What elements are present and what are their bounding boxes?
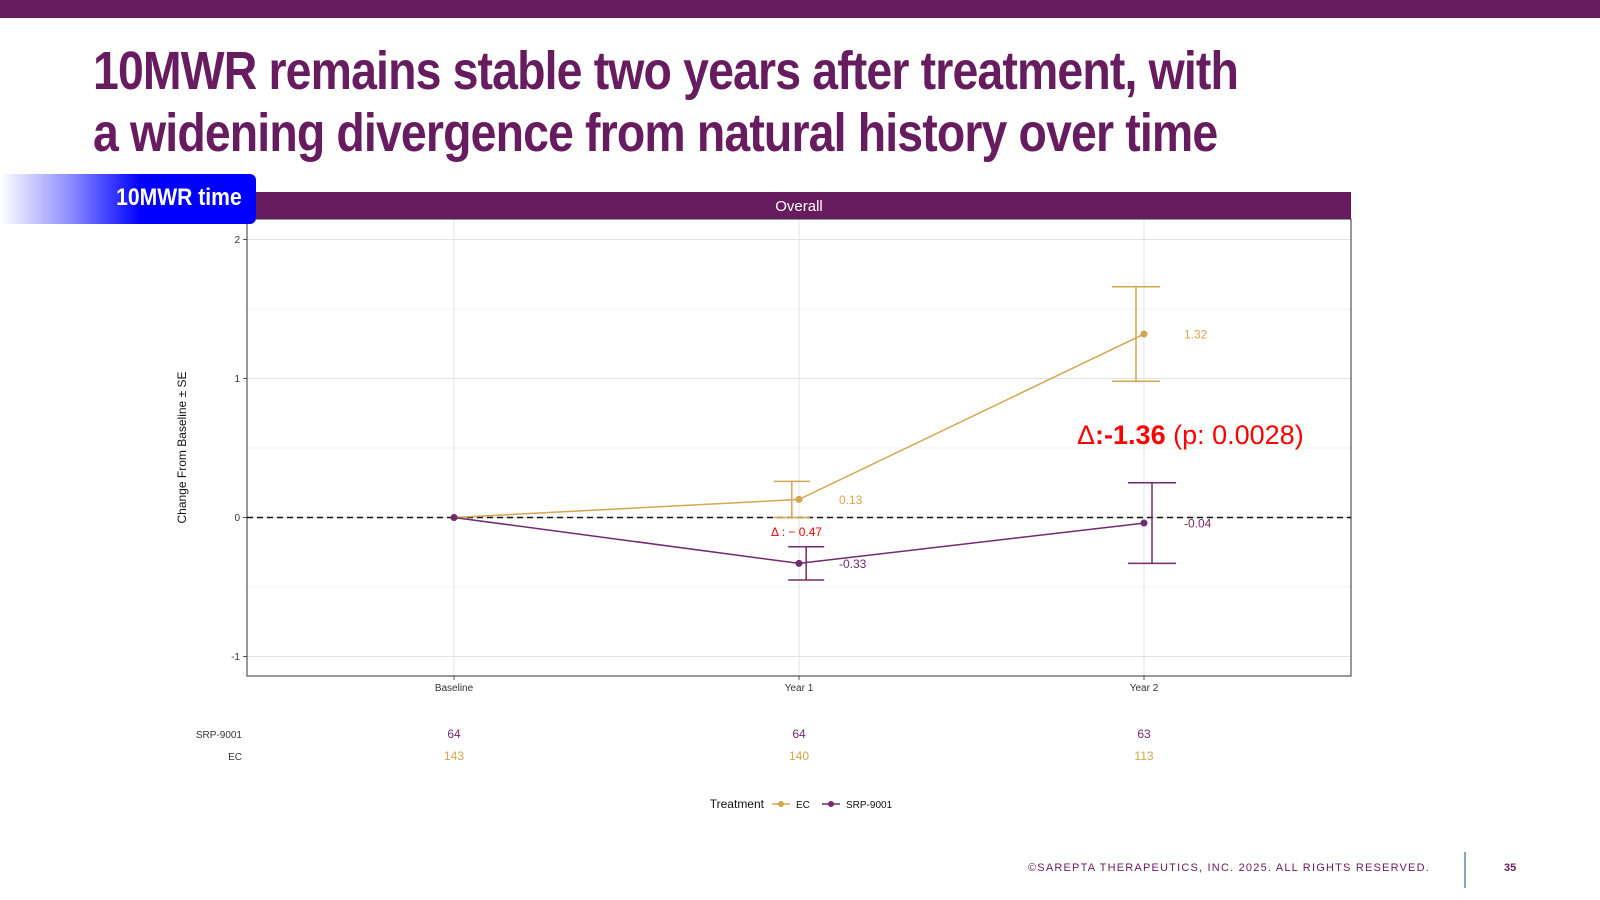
risk-table-row-label-1: EC <box>228 752 242 763</box>
y-tick-label-3: 2 <box>234 235 240 246</box>
page-number: 35 <box>1504 862 1517 874</box>
slide-title: 10MWR remains stable two years after tre… <box>93 40 1366 164</box>
ec-value-label-1: 0.13 <box>839 493 863 507</box>
risk-table-row-label-0: SRP-9001 <box>196 730 243 741</box>
delta-value: :-1.36 <box>1095 420 1166 450</box>
srp-9001-value-label-1: -0.33 <box>839 557 867 571</box>
ec-point-1 <box>795 495 803 503</box>
footer-divider <box>1464 852 1466 888</box>
legend-label-srp-9001: SRP-9001 <box>846 800 893 811</box>
panel-strip <box>247 192 1351 219</box>
ec-point-2 <box>1140 330 1148 338</box>
p-value: (p: 0.0028) <box>1166 420 1304 450</box>
year2-delta-annotation: Δ:-1.36 (p: 0.0028) <box>1077 420 1304 450</box>
srp-9001-point-1 <box>795 559 803 567</box>
x-tick-label-0: Baseline <box>435 683 474 694</box>
plot-frame <box>246 218 1352 677</box>
top-accent-bar <box>0 0 1600 18</box>
srp-9001-point-2 <box>1140 519 1148 527</box>
y-axis-title: Change From Baseline ± SE <box>175 372 189 524</box>
srp-9001-n-2: 63 <box>1137 727 1151 741</box>
y-tick-label-1: 0 <box>234 513 240 524</box>
footer-copyright: ©SAREPTA THERAPEUTICS, INC. 2025. ALL RI… <box>1028 862 1430 874</box>
x-tick-label-2: Year 2 <box>1130 683 1159 694</box>
year1-delta-annotation: Δ : − 0.47 <box>771 525 822 539</box>
ec-n-2: 113 <box>1134 749 1153 763</box>
y-tick-label-0: -1 <box>231 652 240 663</box>
ec-n-1: 140 <box>789 749 809 763</box>
panel-title: Overall <box>775 198 823 215</box>
srp-9001-value-label-2: -0.04 <box>1184 517 1212 531</box>
y-tick-label-2: 1 <box>234 374 240 385</box>
ec-n-0: 143 <box>444 749 464 763</box>
metric-tab-label: 10MWR time <box>116 184 242 211</box>
legend-title: Treatment <box>710 797 765 811</box>
srp-9001-n-1: 64 <box>792 727 806 741</box>
ec-value-label-2: 1.32 <box>1184 328 1208 342</box>
delta-symbol: Δ <box>1077 420 1095 450</box>
legend-key-point-srp-9001 <box>828 801 834 807</box>
srp-9001-point-0 <box>450 514 458 521</box>
srp-9001-n-0: 64 <box>447 727 461 741</box>
metric-tab: 10MWR time <box>0 174 256 224</box>
x-tick-label-1: Year 1 <box>785 683 814 694</box>
slide-title-line-1: 10MWR remains stable two years after tre… <box>93 41 1239 101</box>
legend-label-ec: EC <box>796 800 810 811</box>
slide-title-line-2: a widening divergence from natural histo… <box>93 103 1218 163</box>
legend-key-point-ec <box>778 801 784 807</box>
